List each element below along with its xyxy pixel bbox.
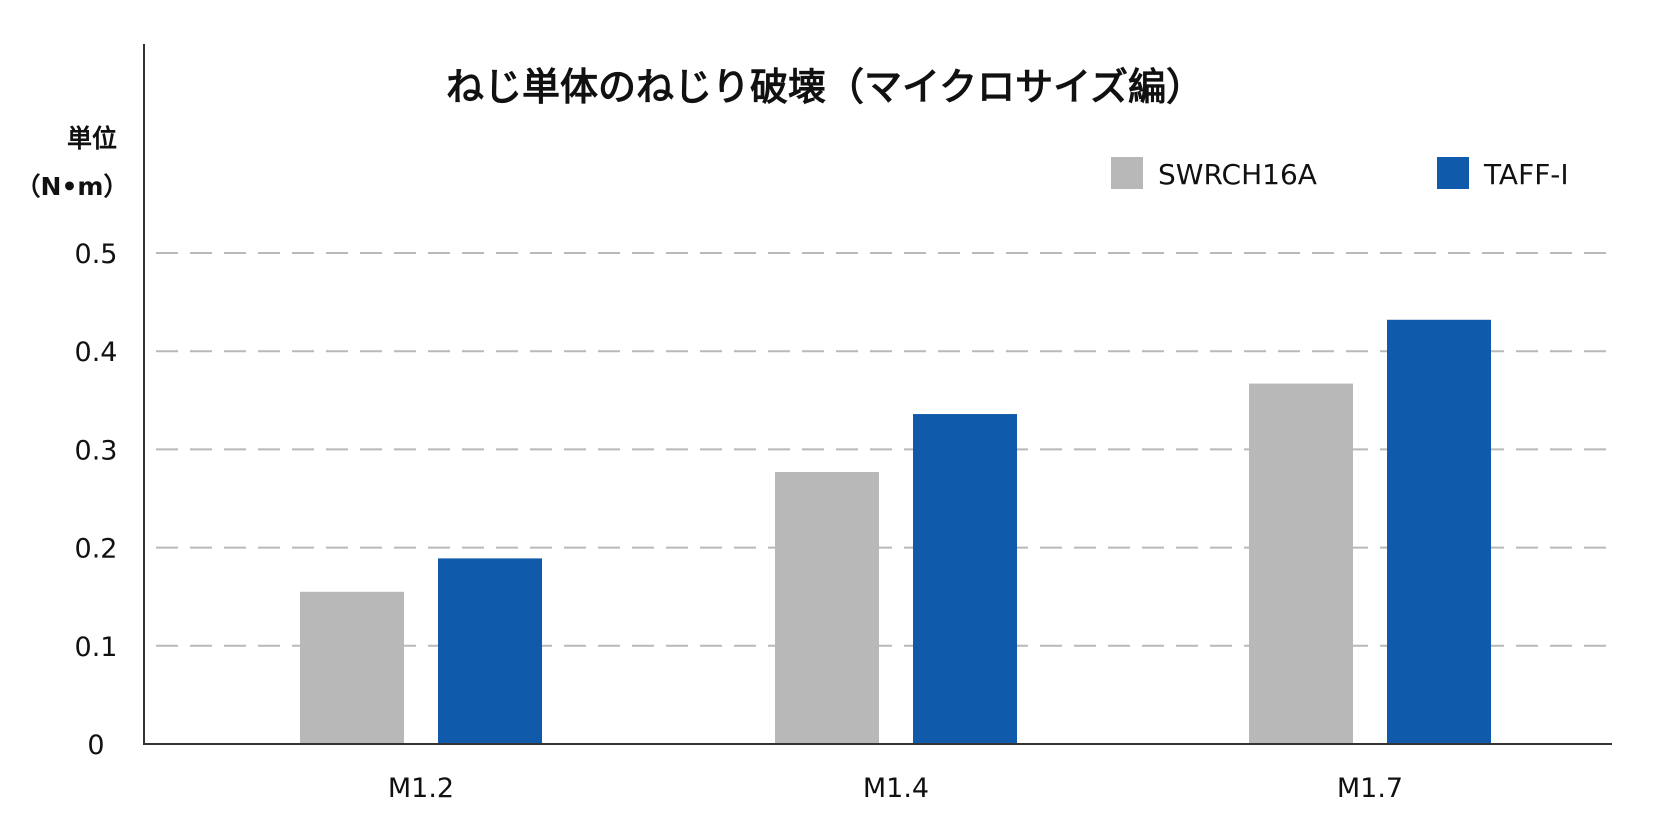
y-axis-unit-line1: 単位 (67, 124, 117, 153)
y-tick-label: 0.1 (75, 632, 118, 663)
bar-m1-2-taff-i (438, 558, 542, 744)
y-tick-label: 0 (87, 730, 104, 761)
y-axis-unit-line2: （N•m） (16, 172, 129, 201)
y-tick-labels: 0 0.1 0.2 0.3 0.4 0.5 (75, 239, 118, 761)
bar-m1-4-swrch16a (775, 471, 879, 744)
legend: SWRCH16A TAFF-Ⅰ (1111, 157, 1569, 191)
y-tick-label: 0.3 (75, 435, 118, 466)
legend-label: TAFF-Ⅰ (1483, 158, 1569, 191)
x-tick-labels: M1.2 M1.4 M1.7 (388, 773, 1403, 804)
bars (300, 319, 1491, 744)
chart-title: ねじ単体のねじり破壊（マイクロサイズ編） (446, 65, 1204, 109)
bar-m1-7-swrch16a (1249, 383, 1353, 744)
legend-swatch (1437, 157, 1469, 189)
x-tick-label: M1.7 (1337, 773, 1403, 804)
x-tick-label: M1.2 (388, 773, 454, 804)
y-tick-label: 0.4 (75, 337, 118, 368)
y-tick-label: 0.5 (75, 239, 118, 270)
y-tick-label: 0.2 (75, 534, 118, 565)
legend-swatch (1111, 157, 1143, 189)
bar-m1-4-taff-i (913, 414, 1017, 744)
x-tick-label: M1.4 (863, 773, 929, 804)
legend-label: SWRCH16A (1158, 158, 1317, 191)
bar-m1-2-swrch16a (300, 591, 404, 744)
bar-m1-7-taff-i (1387, 319, 1491, 744)
